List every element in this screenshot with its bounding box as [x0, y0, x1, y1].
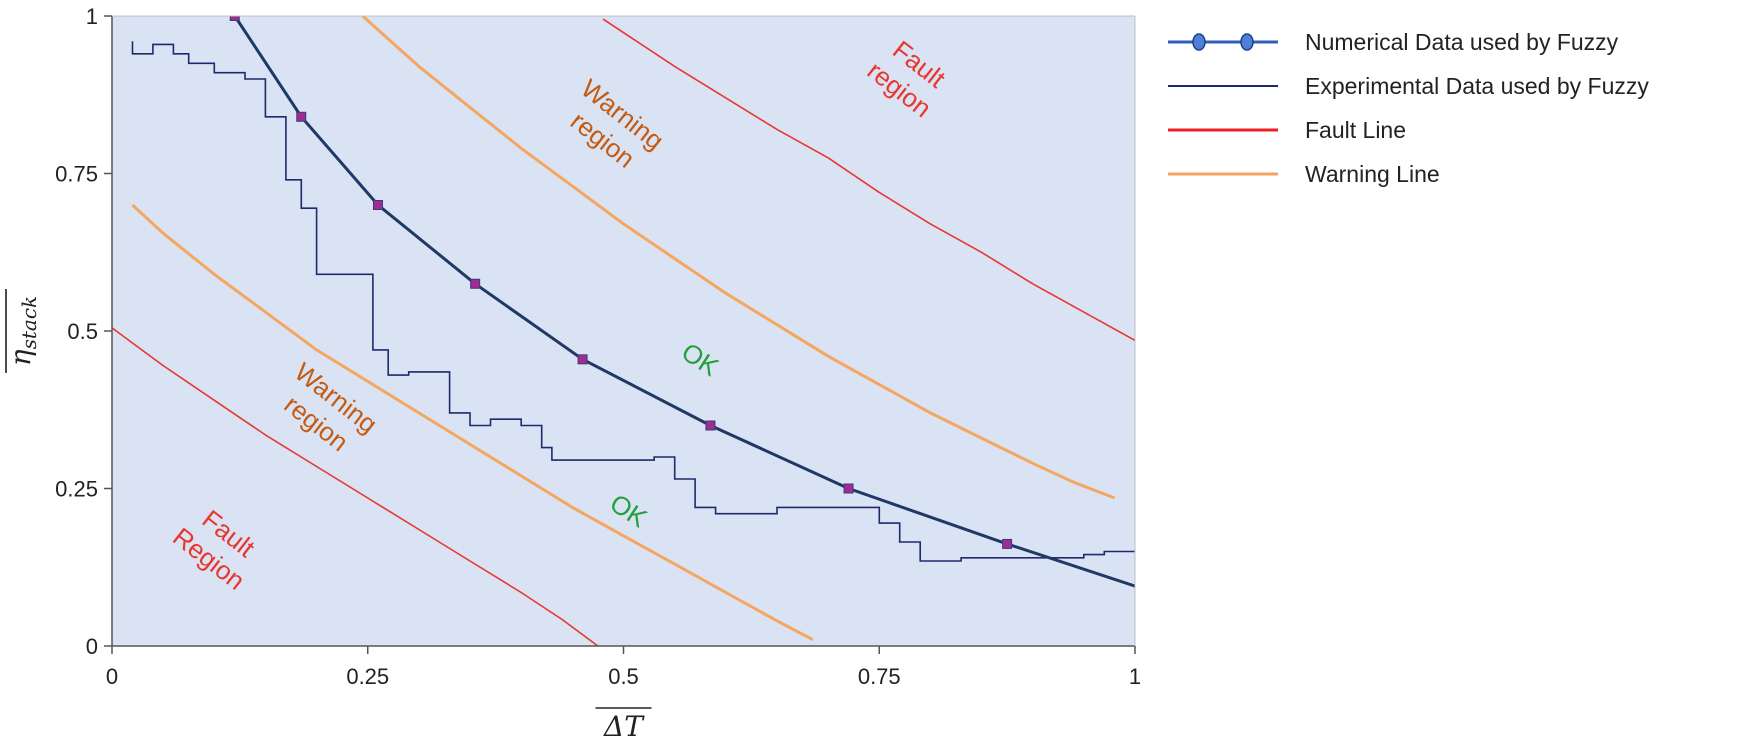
y-tick-label: 0	[86, 634, 98, 659]
y-tick-label: 0.75	[55, 162, 98, 187]
y-axis-title-subscript: stack	[17, 296, 41, 350]
x-tick-label: 0	[106, 664, 118, 689]
legend-label: Experimental Data used by Fuzzy	[1305, 73, 1649, 99]
numerical-data-point	[296, 111, 307, 122]
series-layer	[112, 16, 1135, 646]
numerical-data-point	[705, 420, 716, 431]
y-tick-label: 1	[86, 4, 98, 29]
fault-line-1	[112, 327, 599, 646]
numerical-data-point	[577, 354, 588, 365]
numerical-data-point	[372, 200, 383, 210]
plot-area	[112, 16, 1135, 646]
legend: Numerical Data used by Fuzzy Experimental…	[1168, 29, 1649, 187]
legend-marker	[1240, 33, 1254, 51]
y-tick-label: 0.5	[67, 319, 98, 344]
fault-line-2	[602, 18, 1135, 342]
x-axis-title: ΔT	[603, 710, 645, 743]
numerical-data-point	[229, 16, 240, 21]
x-tick-label: 0.25	[346, 664, 389, 689]
numerical-data-point	[470, 278, 481, 289]
y-tick-label: 0.25	[55, 477, 98, 502]
axes-layer: 0 0.25 0.5 0.75 1 0 0.25 0.5 0.75 1 ΔT ηstack	[4, 4, 1141, 743]
legend-marker	[1192, 33, 1206, 51]
numerical-data-point	[1002, 538, 1013, 549]
x-tick-label: 0.75	[858, 664, 901, 689]
warning-line-2	[361, 16, 1116, 500]
y-axis-title: ηstack	[4, 289, 41, 373]
experimental-data-line	[131, 41, 1135, 562]
legend-label: Numerical Data used by Fuzzy	[1305, 29, 1619, 55]
numerical-data-point	[843, 483, 854, 494]
warning-line-1	[131, 203, 814, 642]
x-tick-label: 1	[1129, 664, 1141, 689]
y-axis-title-text: ηstack	[4, 296, 41, 366]
legend-label: Fault Line	[1305, 117, 1406, 143]
legend-label: Warning Line	[1305, 161, 1440, 187]
x-tick-label: 0.5	[608, 664, 639, 689]
